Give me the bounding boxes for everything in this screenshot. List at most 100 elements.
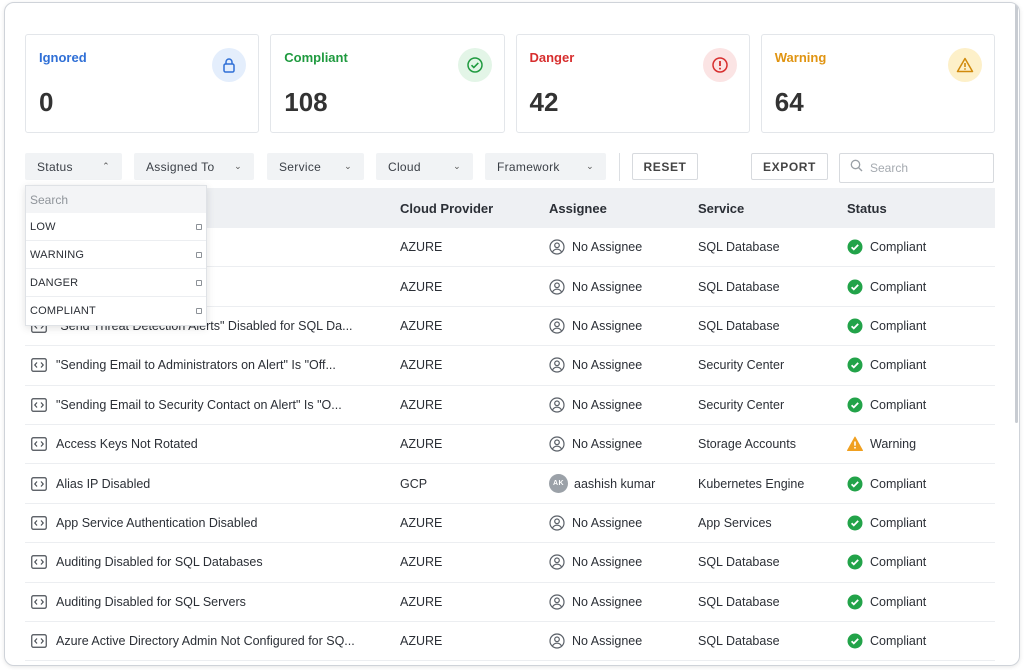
check-circle-icon — [847, 633, 863, 649]
cell-name[interactable]: "Sending Email to Security Contact on Al… — [25, 398, 400, 412]
card-label: Ignored — [39, 50, 87, 65]
table-row[interactable]: App Service Authentication Disabled AZURE… — [25, 504, 995, 544]
cell-cloud-provider: AZURE — [400, 358, 443, 373]
option-checkbox[interactable] — [196, 279, 202, 286]
cell-cloud-provider: AZURE — [400, 437, 443, 452]
cell-assignee[interactable]: No Assignee — [549, 554, 698, 570]
cell-name[interactable]: Azure Active Directory Admin Not Configu… — [25, 634, 400, 648]
assignee-name: No Assignee — [572, 634, 643, 649]
header-status[interactable]: Status — [847, 200, 887, 216]
card-ignored[interactable]: Ignored 0 — [25, 34, 260, 133]
finding-name: App Service Authentication Disabled — [56, 515, 258, 530]
cell-status: Compliant — [847, 633, 995, 649]
cell-name[interactable]: Auditing Disabled for SQL Databases — [25, 555, 400, 569]
assignee-name: No Assignee — [572, 555, 643, 570]
cell-service: SQL Database — [698, 634, 780, 649]
cell-assignee[interactable]: No Assignee — [549, 318, 698, 334]
table-row[interactable]: "Sending Email to Security Contact on Al… — [25, 386, 995, 425]
cell-name[interactable]: Alias IP Disabled — [25, 477, 400, 491]
table-row[interactable]: Alias IP Disabled GCP AK aashish kumar Kuber… — [25, 464, 995, 504]
card-compliant[interactable]: Compliant 108 — [270, 34, 505, 133]
table-row[interactable]: "Send Threat Detection Alerts" Disabled … — [25, 307, 995, 347]
scrollbar[interactable] — [1014, 3, 1019, 665]
cell-cloud-provider: AZURE — [400, 279, 443, 294]
cell-assignee[interactable]: No Assignee — [549, 436, 698, 452]
dropdown-option-warning[interactable]: WARNING — [26, 241, 206, 269]
cell-name[interactable]: Auditing Disabled for SQL Servers — [25, 595, 400, 609]
header-assignee[interactable]: Assignee — [549, 200, 607, 216]
cell-assignee[interactable]: No Assignee — [549, 594, 698, 610]
dropdown-search-input[interactable] — [30, 192, 200, 207]
assignee-name: No Assignee — [572, 358, 643, 373]
card-value: 108 — [284, 87, 328, 117]
alert-circle-icon — [702, 48, 737, 82]
lock-icon — [212, 48, 247, 82]
search-input[interactable] — [870, 161, 990, 175]
cell-name[interactable]: "Sending Email to Administrators on Aler… — [25, 358, 400, 372]
cell-name[interactable]: App Service Authentication Disabled — [25, 516, 400, 530]
user-icon — [549, 278, 565, 295]
chevron-up-icon: ⌃ — [102, 161, 110, 171]
chevron-down-icon: ⌄ — [344, 161, 352, 171]
cell-cloud-provider: AZURE — [400, 634, 443, 649]
assignee-name: No Assignee — [572, 240, 643, 255]
cloud-filter[interactable]: Cloud ⌄ — [376, 153, 473, 180]
code-icon — [31, 358, 47, 373]
filter-toolbar: Status ⌃ Assigned To ⌄ Service ⌄ Cloud ⌄… — [25, 153, 995, 183]
scrollbar-thumb[interactable] — [1015, 3, 1018, 423]
status-text: Compliant — [870, 397, 927, 412]
dropdown-option-danger[interactable]: DANGER — [26, 269, 206, 297]
header-cloud-provider[interactable]: Cloud Provider — [400, 200, 494, 216]
option-checkbox[interactable] — [196, 251, 202, 258]
assignee-name: No Assignee — [572, 318, 643, 333]
status-text: Compliant — [870, 555, 927, 570]
table-row[interactable]: Azure Active Directory Admin Not Configu… — [25, 622, 995, 662]
cell-name[interactable]: Access Keys Not Rotated — [25, 437, 400, 451]
reset-button[interactable]: RESET — [632, 153, 698, 180]
cell-assignee[interactable]: No Assignee — [549, 397, 698, 413]
user-icon — [549, 515, 565, 531]
cell-assignee[interactable]: AK aashish kumar — [549, 474, 698, 494]
check-circle-icon — [457, 48, 492, 82]
card-danger[interactable]: Danger 42 — [515, 34, 750, 133]
framework-filter[interactable]: Framework ⌄ — [485, 153, 606, 180]
status-filter[interactable]: Status ⌃ — [25, 153, 122, 180]
table-row[interactable]: "Sending Email to Administrators on Aler… — [25, 346, 995, 386]
search-box[interactable] — [839, 153, 994, 183]
cell-assignee[interactable]: No Assignee — [549, 278, 698, 295]
cell-assignee[interactable]: No Assignee — [549, 357, 698, 373]
cell-assignee[interactable]: No Assignee — [549, 239, 698, 255]
service-filter[interactable]: Service ⌄ — [267, 153, 364, 180]
card-warning[interactable]: Warning 64 — [760, 34, 995, 133]
table-row[interactable]: Auditing Disabled for SQL Servers AZURE No… — [25, 583, 995, 622]
cell-assignee[interactable]: No Assignee — [549, 515, 698, 531]
table-row[interactable]: Auditing Disabled for SQL Databases AZURE… — [25, 543, 995, 583]
dropdown-option-compliant[interactable]: COMPLIANT — [26, 297, 206, 325]
check-circle-icon — [847, 554, 863, 570]
toolbar-divider — [619, 153, 620, 181]
chevron-down-icon: ⌄ — [586, 161, 594, 171]
assigned-to-filter-label: Assigned To — [146, 159, 215, 174]
option-label: COMPLIANT — [30, 305, 96, 317]
header-service[interactable]: Service — [698, 200, 745, 216]
cell-cloud-provider: AZURE — [400, 240, 443, 255]
card-value: 64 — [774, 87, 804, 117]
cell-status: Compliant — [847, 318, 995, 334]
export-button[interactable]: EXPORT — [751, 153, 828, 180]
assignee-name: No Assignee — [572, 594, 643, 609]
status-text: Compliant — [870, 279, 927, 294]
option-checkbox[interactable] — [196, 223, 202, 230]
cell-assignee[interactable]: No Assignee — [549, 633, 698, 649]
service-filter-label: Service — [279, 159, 322, 174]
app-window: Ignored 0 Compliant 108 Danger 42 Warnin… — [4, 2, 1020, 666]
cell-status: Warning — [847, 436, 995, 452]
user-icon — [549, 357, 565, 373]
option-checkbox[interactable] — [196, 308, 202, 314]
dropdown-option-low[interactable]: LOW — [26, 213, 206, 241]
assigned-to-filter[interactable]: Assigned To ⌄ — [134, 153, 254, 180]
finding-name: Alias IP Disabled — [56, 476, 151, 491]
table-row[interactable]: Access Keys Not Rotated AZURE No Assignee S… — [25, 425, 995, 465]
dropdown-search[interactable] — [26, 186, 206, 213]
